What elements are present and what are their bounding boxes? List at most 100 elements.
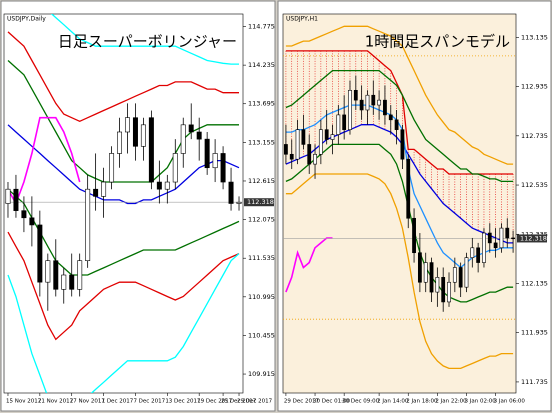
- y-tick-label: 112.135: [521, 279, 548, 287]
- candle-body: [429, 262, 434, 293]
- candle-body: [289, 153, 294, 160]
- candle-body: [406, 158, 411, 219]
- x-tick-label: 29 Dec 2017: [237, 399, 273, 405]
- candle-body: [412, 217, 416, 254]
- candle-body: [5, 188, 11, 204]
- candle-body: [470, 247, 475, 258]
- x-tick-label: 3 Jan 02:00: [464, 399, 496, 405]
- indicator-line: [285, 124, 514, 244]
- candle-body: [140, 124, 146, 147]
- plot-layer: [4, 14, 243, 393]
- candle-body: [172, 153, 178, 183]
- candle-body: [156, 181, 162, 190]
- candle-body: [365, 94, 370, 111]
- candle-body: [388, 114, 393, 121]
- indicator-line: [7, 124, 240, 205]
- candle-body: [499, 227, 504, 249]
- candle-body: [220, 153, 226, 183]
- x-tick-label: 13 Dec 2017: [165, 399, 201, 405]
- candle-body: [21, 210, 27, 219]
- y-tick-label: 112.535: [521, 181, 548, 189]
- candle-body: [228, 181, 234, 204]
- candle-body: [452, 267, 457, 283]
- overlay-title: 日足スーパーボリンジャー: [58, 33, 237, 51]
- indicator-line: [7, 188, 240, 276]
- x-tick-label: 21 Nov 2017: [38, 399, 74, 405]
- candle-body: [164, 181, 170, 190]
- y-tick-label: 112.335: [521, 230, 548, 238]
- candle-body: [400, 129, 405, 160]
- x-tick-label: 1 Dec 2017: [102, 399, 134, 405]
- indicator-line: [285, 25, 514, 165]
- y-tick-label: 114.775: [248, 23, 275, 31]
- candle-body: [180, 124, 186, 154]
- y-tick-label: 112.735: [521, 132, 548, 140]
- candle-body: [377, 99, 382, 106]
- candle-body: [307, 144, 312, 165]
- x-tick-label: 19 Dec 2017: [197, 399, 233, 405]
- x-tick-label: 27 Nov 2017: [70, 399, 106, 405]
- candle-body: [464, 257, 469, 288]
- last-price-label: 112.318: [520, 234, 547, 242]
- plot-area: [282, 13, 517, 394]
- y-tick-label: 113.155: [248, 138, 275, 146]
- candle-body: [324, 129, 329, 140]
- candle-body: [371, 94, 376, 106]
- candle-body: [29, 217, 35, 226]
- y-tick-label: 112.615: [248, 177, 275, 185]
- indicator-line: [285, 173, 514, 370]
- candle-body: [447, 281, 451, 303]
- candle-body: [37, 224, 43, 283]
- last-price-tag: [244, 198, 274, 207]
- candle-body: [212, 153, 218, 169]
- candle-body: [295, 129, 300, 160]
- x-tick-label: 2 Jan 14:00: [377, 399, 409, 405]
- x-tick-label: 30 Dec 01:00: [313, 399, 350, 405]
- candle-body: [417, 252, 422, 283]
- candle-body: [423, 262, 428, 283]
- plot-layer: [283, 25, 516, 370]
- chart-title: USDJPY,Daily: [7, 16, 46, 23]
- candle-body: [101, 181, 107, 197]
- candle-body: [93, 188, 99, 197]
- candle-body: [482, 232, 486, 263]
- indicator-line: [285, 143, 514, 303]
- x-tick-label: 3 Jan 06:00: [494, 399, 526, 405]
- x-tick-label: 15 Nov 2017: [6, 399, 42, 405]
- candle-body: [511, 237, 515, 240]
- indicator-line: [7, 31, 239, 123]
- y-tick-label: 111.935: [521, 329, 548, 337]
- y-tick-label: 112.935: [521, 83, 548, 91]
- x-tick-label: 29 Dec 2017: [284, 399, 320, 405]
- y-tick-label: 110.995: [248, 293, 275, 301]
- candle-body: [13, 188, 19, 211]
- y-tick-label: 112.075: [248, 216, 275, 224]
- indicator-line: [285, 104, 514, 269]
- candle-body: [124, 117, 130, 133]
- candle-body: [69, 274, 75, 290]
- indicator-line: [7, 231, 240, 341]
- y-tick-label: 109.915: [248, 370, 275, 378]
- candle-body: [394, 119, 399, 130]
- candle-body: [487, 232, 492, 244]
- candle-body: [196, 131, 202, 140]
- candle-body: [61, 274, 67, 290]
- last-price-tag: [517, 234, 547, 243]
- candle-body: [109, 153, 115, 183]
- candle-body: [77, 260, 83, 290]
- x-tick-label: 25 Dec 2017: [221, 399, 257, 405]
- y-tick-label: 113.135: [521, 33, 548, 41]
- y-tick-label: 110.455: [248, 331, 275, 339]
- candle-body: [458, 267, 463, 288]
- candle-body: [505, 227, 510, 239]
- candle-body: [441, 277, 446, 303]
- candle-body: [383, 99, 387, 116]
- candle-body: [476, 247, 481, 263]
- y-tick-label: 113.695: [248, 100, 275, 108]
- indicator-line: [7, 116, 81, 206]
- candle-body: [493, 242, 498, 249]
- candle-body: [53, 260, 59, 290]
- candle-body: [313, 153, 317, 165]
